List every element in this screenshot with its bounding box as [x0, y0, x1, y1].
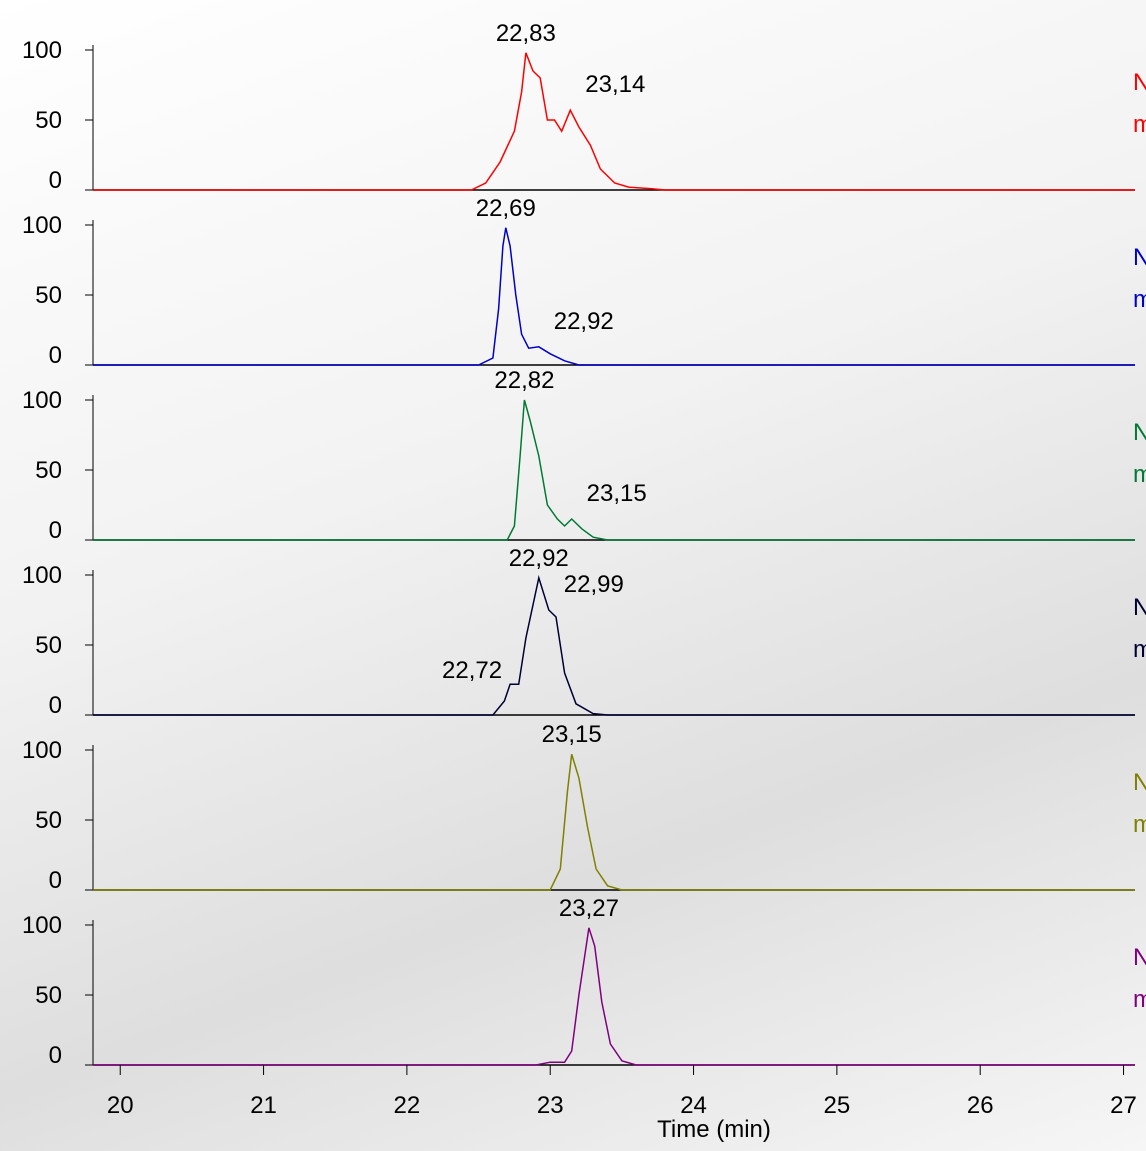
y-tick-label: 50 — [35, 457, 62, 484]
y-tick-label: 0 — [49, 342, 62, 369]
x-tick-label: 27 — [1110, 1092, 1137, 1119]
trace-label: m — [1133, 811, 1146, 838]
trace — [93, 399, 1135, 541]
peak-label: 22,99 — [564, 571, 624, 598]
trace-label: m — [1133, 286, 1146, 313]
trace-label: m — [1133, 986, 1146, 1013]
y-tick-label: 50 — [35, 632, 62, 659]
peak-label: 22,92 — [554, 308, 614, 335]
peak-label: 22,72 — [442, 657, 502, 684]
trace-label: N — [1133, 244, 1146, 271]
y-tick-label: 0 — [49, 167, 62, 194]
y-tick-label: 100 — [22, 387, 62, 414]
y-tick-label: 100 — [22, 37, 62, 64]
peak-label: 23,27 — [559, 895, 619, 922]
y-tick-label: 50 — [35, 282, 62, 309]
y-tick-label: 100 — [22, 912, 62, 939]
y-tick-label: 50 — [35, 107, 62, 134]
x-tick-label: 24 — [680, 1092, 707, 1119]
trace-label: N — [1133, 419, 1146, 446]
trace — [93, 52, 1135, 191]
peak-label: 23,15 — [587, 480, 647, 507]
x-tick-label: 23 — [537, 1092, 564, 1119]
peak-label: 22,82 — [494, 367, 554, 394]
trace-label: m — [1133, 461, 1146, 488]
x-tick-label: 20 — [107, 1092, 134, 1119]
x-axis-label: Time (min) — [657, 1116, 771, 1143]
x-tick-label: 26 — [967, 1092, 994, 1119]
x-tick-label: 21 — [250, 1092, 277, 1119]
trace-label: m — [1133, 636, 1146, 663]
peak-label: 23,15 — [542, 721, 602, 748]
y-tick-label: 100 — [22, 737, 62, 764]
y-tick-label: 0 — [49, 1042, 62, 1069]
trace-label: N — [1133, 769, 1146, 796]
peak-label: 23,14 — [585, 71, 645, 98]
trace — [93, 574, 1135, 716]
trace-label: m — [1133, 111, 1146, 138]
y-tick-label: 50 — [35, 807, 62, 834]
x-tick-label: 22 — [394, 1092, 421, 1119]
trace-label: N — [1133, 69, 1146, 96]
y-tick-label: 100 — [22, 562, 62, 589]
trace — [93, 227, 1135, 366]
y-tick-label: 0 — [49, 517, 62, 544]
x-tick-label: 25 — [824, 1092, 851, 1119]
peak-label: 22,92 — [509, 545, 569, 572]
peak-label: 22,69 — [476, 195, 536, 222]
y-tick-label: 0 — [49, 692, 62, 719]
y-tick-label: 100 — [22, 212, 62, 239]
trace-label: N — [1133, 594, 1146, 621]
trace — [93, 927, 1135, 1066]
y-tick-label: 0 — [49, 867, 62, 894]
y-tick-label: 50 — [35, 982, 62, 1009]
peak-label: 22,83 — [496, 20, 556, 47]
trace-label: N — [1133, 944, 1146, 971]
trace — [93, 753, 1135, 891]
